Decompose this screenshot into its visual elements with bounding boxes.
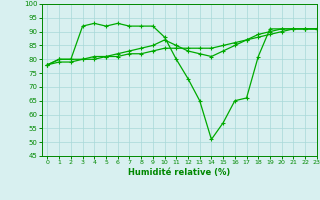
X-axis label: Humidité relative (%): Humidité relative (%): [128, 168, 230, 177]
